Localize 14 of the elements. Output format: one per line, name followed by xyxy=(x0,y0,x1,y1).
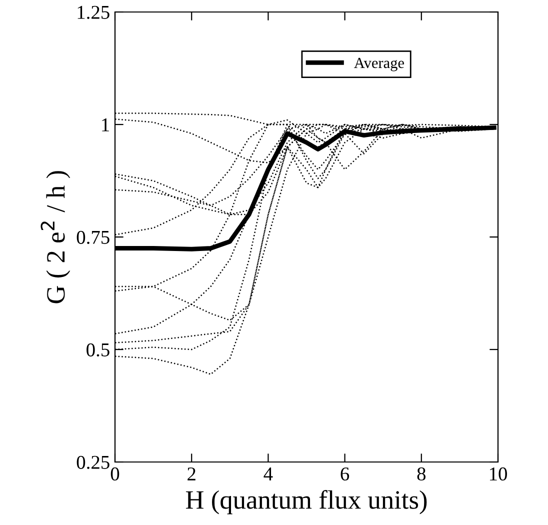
y-tick-label: 0.25 xyxy=(76,456,110,470)
y-axis-title: G ( 2 e$^{2}$ / h ) xyxy=(40,171,70,304)
y-tick-label: 1 xyxy=(102,118,109,132)
x-tick-label: 2 xyxy=(188,467,196,480)
legend-label: Average xyxy=(354,58,404,72)
x-tick-label: 6 xyxy=(340,467,350,481)
y-tick-label: 0.75 xyxy=(76,230,110,244)
x-tick-label: 10 xyxy=(490,467,507,481)
y-tick-label: 0.5 xyxy=(86,343,110,357)
x-tick-label: 4 xyxy=(264,468,273,480)
y-tick-label: 1.25 xyxy=(78,6,110,20)
x-axis-title: H (quantum flux units) xyxy=(186,490,427,514)
x-tick-label: 8 xyxy=(417,467,426,481)
x-tick-label: 0 xyxy=(110,467,120,481)
